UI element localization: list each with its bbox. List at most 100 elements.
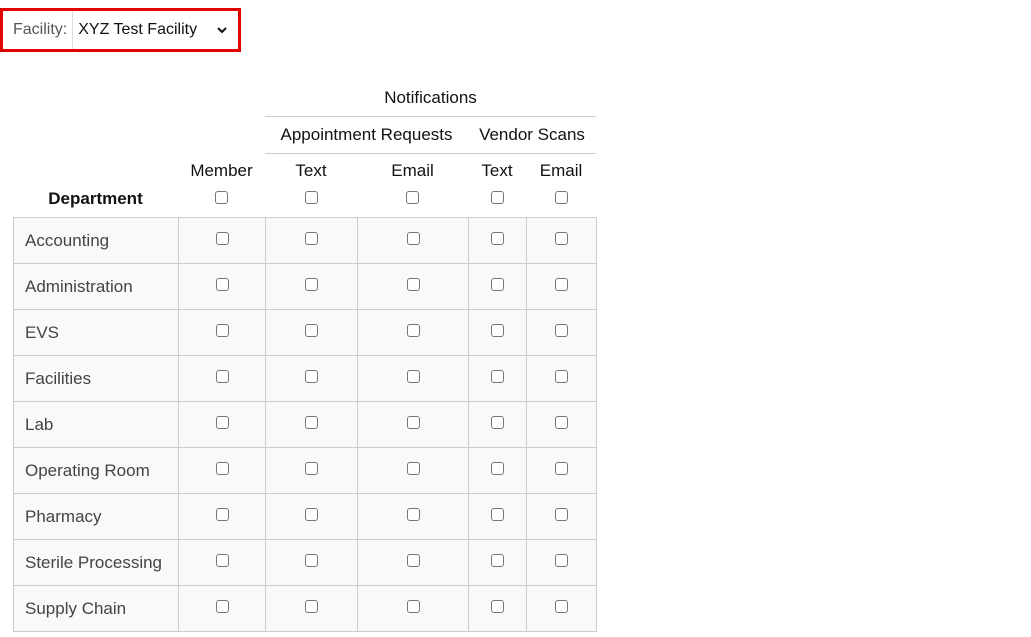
facility-label: Facility: bbox=[3, 11, 74, 49]
ar-email-checkbox[interactable] bbox=[406, 323, 420, 337]
vs-text-checkbox[interactable] bbox=[491, 507, 504, 521]
ar-text-checkbox[interactable] bbox=[305, 231, 318, 245]
department-name: Accounting bbox=[13, 217, 179, 264]
notifications-header: Notifications bbox=[384, 88, 477, 107]
table-row: Sterile Processing bbox=[13, 539, 597, 586]
vs-text-checkbox[interactable] bbox=[491, 415, 504, 429]
vs-text-checkbox[interactable] bbox=[491, 461, 504, 475]
ar-text-cell bbox=[265, 493, 358, 540]
table-row: Lab bbox=[13, 401, 597, 448]
ar-text-cell bbox=[265, 217, 358, 264]
member-checkbox[interactable] bbox=[215, 277, 229, 291]
vs-email-cell bbox=[526, 539, 597, 586]
member-cell bbox=[178, 401, 266, 448]
member-cell bbox=[178, 447, 266, 494]
ar-email-checkbox[interactable] bbox=[406, 277, 420, 291]
ar-email-checkbox[interactable] bbox=[406, 599, 420, 613]
ar-text-checkbox[interactable] bbox=[305, 599, 318, 613]
vs-text-cell bbox=[468, 493, 527, 540]
vs-text-checkbox[interactable] bbox=[491, 369, 504, 383]
vs-email-cell bbox=[526, 263, 597, 310]
department-name: Administration bbox=[13, 263, 179, 310]
ar-email-cell bbox=[357, 585, 469, 632]
ar-email-checkbox[interactable] bbox=[406, 507, 420, 521]
ar-email-header: Email bbox=[391, 161, 434, 180]
ar-text-cell bbox=[265, 447, 358, 494]
vs-email-cell bbox=[526, 493, 597, 540]
vendor-scans-header: Vendor Scans bbox=[479, 125, 585, 144]
vs-text-checkbox[interactable] bbox=[491, 553, 504, 567]
vs-email-checkbox[interactable] bbox=[555, 599, 568, 613]
member-checkbox[interactable] bbox=[215, 461, 229, 475]
member-cell bbox=[178, 355, 266, 402]
vs-email-checkbox[interactable] bbox=[555, 461, 568, 475]
ar-email-cell bbox=[357, 309, 469, 356]
ar-text-checkbox[interactable] bbox=[305, 507, 318, 521]
ar-text-checkbox[interactable] bbox=[305, 415, 318, 429]
vs-email-cell bbox=[526, 585, 597, 632]
vs-text-cell bbox=[468, 309, 527, 356]
select-all-vs-email-checkbox[interactable] bbox=[555, 191, 568, 204]
vs-email-checkbox[interactable] bbox=[555, 231, 568, 245]
vs-text-checkbox[interactable] bbox=[491, 277, 504, 291]
vs-text-checkbox[interactable] bbox=[491, 231, 504, 245]
select-all-member-checkbox[interactable] bbox=[215, 191, 228, 204]
vs-email-checkbox[interactable] bbox=[555, 277, 568, 291]
vs-text-header: Text bbox=[481, 161, 513, 180]
vs-text-cell bbox=[468, 539, 527, 586]
ar-email-cell bbox=[357, 401, 469, 448]
ar-email-checkbox[interactable] bbox=[406, 415, 420, 429]
select-all-ar-text-checkbox[interactable] bbox=[305, 191, 318, 204]
member-checkbox[interactable] bbox=[215, 599, 229, 613]
select-all-vs-text-checkbox[interactable] bbox=[491, 191, 504, 204]
ar-email-checkbox[interactable] bbox=[406, 231, 420, 245]
appointment-requests-header: Appointment Requests bbox=[280, 125, 453, 144]
ar-text-checkbox[interactable] bbox=[305, 461, 318, 475]
department-name: Sterile Processing bbox=[13, 539, 179, 586]
vs-email-header: Email bbox=[539, 161, 583, 180]
table-row: Supply Chain bbox=[13, 585, 597, 632]
table-row: Operating Room bbox=[13, 447, 597, 494]
vs-text-checkbox[interactable] bbox=[491, 599, 504, 613]
member-checkbox[interactable] bbox=[215, 415, 229, 429]
ar-text-cell bbox=[265, 539, 358, 586]
department-name: Facilities bbox=[13, 355, 179, 402]
ar-text-checkbox[interactable] bbox=[305, 323, 318, 337]
ar-email-cell bbox=[357, 447, 469, 494]
ar-email-checkbox[interactable] bbox=[406, 553, 420, 567]
facility-dropdown[interactable]: XYZ Test Facility bbox=[73, 11, 238, 49]
vs-text-cell bbox=[468, 217, 527, 264]
ar-email-checkbox[interactable] bbox=[406, 461, 420, 475]
vs-email-checkbox[interactable] bbox=[555, 507, 568, 521]
department-name: Supply Chain bbox=[13, 585, 179, 632]
member-checkbox[interactable] bbox=[215, 553, 229, 567]
vs-email-cell bbox=[526, 309, 597, 356]
ar-email-cell bbox=[357, 263, 469, 310]
vs-email-checkbox[interactable] bbox=[555, 553, 568, 567]
member-checkbox[interactable] bbox=[215, 231, 229, 245]
department-name: EVS bbox=[13, 309, 179, 356]
vs-email-checkbox[interactable] bbox=[555, 323, 568, 337]
vs-text-cell bbox=[468, 447, 527, 494]
ar-text-cell bbox=[265, 355, 358, 402]
divider bbox=[265, 116, 596, 117]
select-all-ar-email-checkbox[interactable] bbox=[406, 191, 419, 204]
vs-email-checkbox[interactable] bbox=[555, 415, 568, 429]
ar-email-cell bbox=[357, 217, 469, 264]
vs-email-checkbox[interactable] bbox=[555, 369, 568, 383]
member-checkbox[interactable] bbox=[215, 323, 229, 337]
table-row: Accounting bbox=[13, 217, 597, 264]
vs-text-checkbox[interactable] bbox=[491, 323, 504, 337]
ar-text-checkbox[interactable] bbox=[305, 277, 318, 291]
vs-email-cell bbox=[526, 217, 597, 264]
ar-email-cell bbox=[357, 355, 469, 402]
ar-email-cell bbox=[357, 539, 469, 586]
ar-email-checkbox[interactable] bbox=[406, 369, 420, 383]
vs-email-cell bbox=[526, 447, 597, 494]
member-cell bbox=[178, 539, 266, 586]
vs-text-cell bbox=[468, 355, 527, 402]
member-checkbox[interactable] bbox=[215, 369, 229, 383]
ar-text-checkbox[interactable] bbox=[305, 369, 318, 383]
member-checkbox[interactable] bbox=[215, 507, 229, 521]
ar-text-checkbox[interactable] bbox=[305, 553, 318, 567]
